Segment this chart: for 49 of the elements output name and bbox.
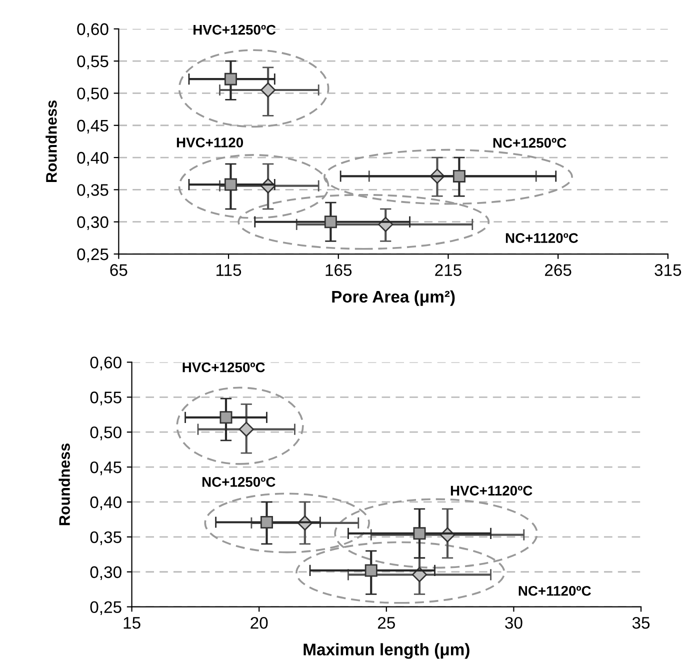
y-tick-label: 0,55	[77, 55, 108, 70]
y-tick-label: 0,40	[77, 152, 108, 166]
y-tick-label: 0,35	[77, 184, 108, 198]
point	[224, 178, 237, 191]
y-tick-label: 0,60	[90, 356, 122, 370]
annotation: HVC+1120	[176, 138, 244, 148]
annotation: NC+1250ºC	[202, 477, 276, 487]
annotation: NC+1250ºC	[493, 138, 566, 148]
point	[452, 170, 466, 182]
x-tick-label: 25	[378, 616, 395, 629]
y-tick-label: 0,50	[77, 88, 108, 102]
annotation: HVC+1120ºC	[450, 486, 532, 496]
point	[238, 422, 254, 437]
annotation: HVC+1250ºC	[182, 362, 265, 372]
y-tick-label: 0,45	[90, 461, 122, 476]
x-axis-title: Maximun length (μm)	[304, 643, 470, 659]
point	[260, 516, 273, 528]
x-tick-label: 265	[545, 264, 572, 276]
x-tick-label: 35	[632, 616, 650, 629]
y-tick-label: 0,25	[77, 248, 108, 262]
point	[220, 411, 232, 424]
y-tick-label: 0,25	[90, 601, 122, 615]
x-tick-label: 315	[654, 264, 682, 276]
y-tick-label: 0,30	[77, 216, 108, 230]
y-tick-label: 0,60	[77, 23, 108, 38]
point	[260, 82, 276, 98]
point	[224, 72, 237, 86]
y-tick-label: 0,45	[77, 120, 108, 134]
annotation: NC+1120ºC	[506, 233, 578, 243]
point	[413, 527, 426, 540]
y-tick-label: 0,55	[90, 392, 122, 406]
point	[364, 564, 378, 577]
y-tick-label: 0,50	[90, 426, 122, 440]
y-axis-title: Roundness	[46, 100, 57, 182]
annotation: NC+1120ºC	[518, 586, 591, 596]
x-tick-label: 165	[326, 264, 352, 276]
x-tick-label: 15	[124, 617, 140, 629]
x-tick-label: 30	[505, 616, 522, 629]
x-axis-title: Pore Area (μm²)	[332, 290, 455, 306]
y-tick-label: 0,40	[90, 496, 122, 510]
y-tick-label: 0,30	[90, 566, 122, 580]
y-axis-title: Roundness	[58, 444, 70, 526]
point	[324, 216, 337, 228]
x-tick-label: 215	[435, 264, 462, 276]
x-tick-label: 65	[110, 264, 128, 276]
annotation: HVC+1250ºC	[194, 24, 276, 35]
y-tick-label: 0,35	[90, 531, 122, 546]
x-tick-label: 20	[250, 616, 268, 629]
x-tick-label: 115	[216, 264, 242, 276]
